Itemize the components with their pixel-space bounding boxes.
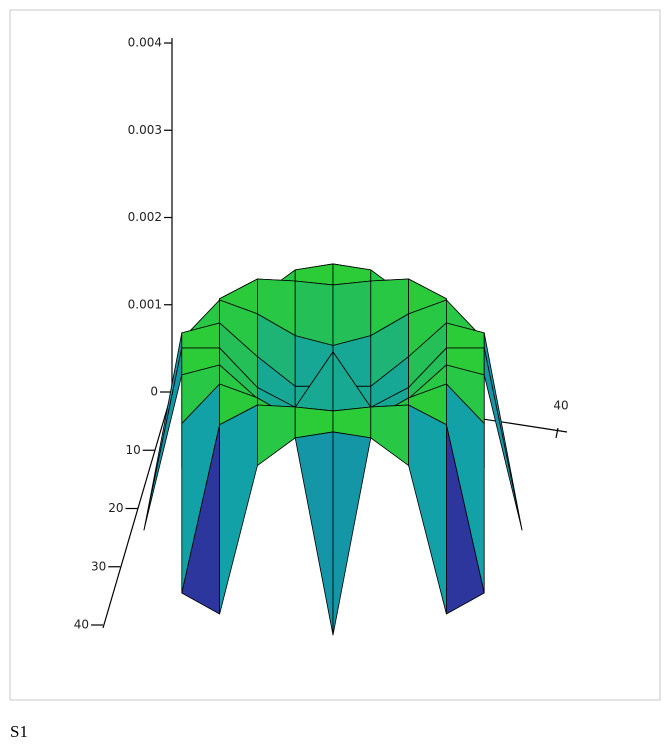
surface-patch	[332, 431, 372, 636]
surface-patch	[370, 404, 410, 466]
x-tick	[555, 427, 559, 439]
surface-patch	[483, 347, 523, 531]
y-tick-label: 30	[91, 559, 106, 573]
y-axis	[102, 391, 173, 629]
caption: S1	[10, 722, 28, 741]
z-tick-label: 0.002	[128, 210, 162, 224]
y-tick-label: 20	[108, 501, 123, 515]
surface-patch	[332, 280, 372, 346]
plot-frame	[9, 9, 661, 701]
z-tick-label: 0.004	[128, 36, 162, 50]
surface-patch	[219, 404, 258, 615]
surface-patch	[143, 332, 183, 531]
z-tick-label: 0.003	[128, 123, 162, 137]
surface-patch	[143, 347, 183, 531]
y-tick-label: 0	[150, 385, 158, 399]
surface-patch	[294, 280, 334, 346]
surface-patch	[445, 424, 485, 615]
y-tick-label: 40	[74, 618, 89, 632]
surface-patch	[294, 431, 334, 636]
surface-patch	[256, 404, 296, 466]
y-tick-label: 10	[125, 443, 140, 457]
surface-patch	[483, 332, 523, 531]
surface-patch	[408, 404, 447, 615]
z-tick-label: 0.001	[128, 297, 162, 311]
x-tick-label: 40	[553, 399, 568, 413]
